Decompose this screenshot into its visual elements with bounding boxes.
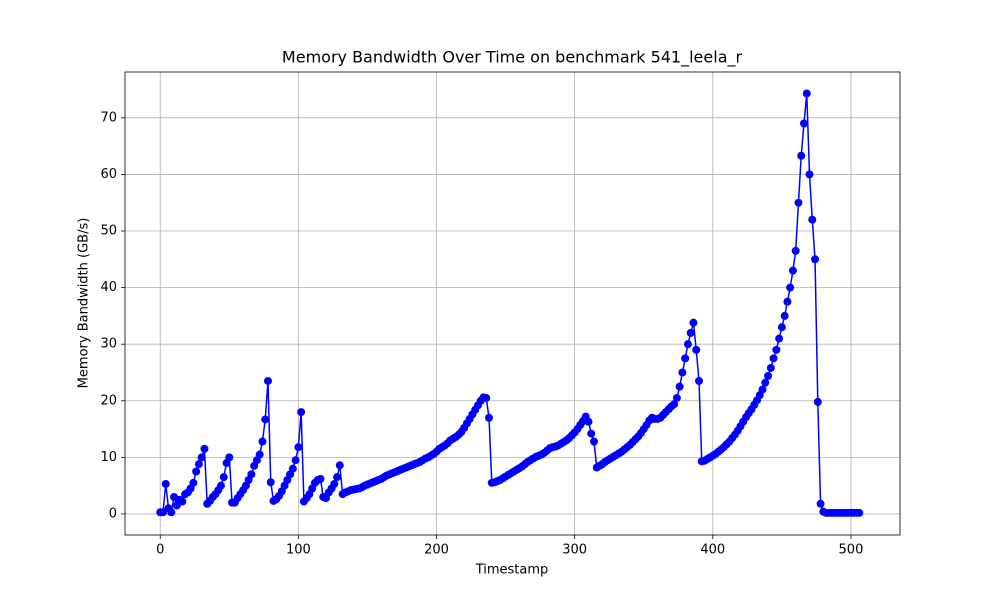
data-point <box>689 318 698 327</box>
x-tick-label: 500 <box>839 543 864 558</box>
data-point <box>587 429 596 438</box>
data-point <box>197 453 206 462</box>
data-point <box>263 376 272 385</box>
data-point <box>225 453 234 462</box>
data-point <box>855 508 864 517</box>
y-tick-label: 70 <box>100 110 117 125</box>
data-point <box>786 283 795 292</box>
y-tick-label: 20 <box>100 393 117 408</box>
data-point <box>194 460 203 469</box>
data-point <box>808 215 817 224</box>
data-point <box>775 334 784 343</box>
data-point <box>294 443 303 452</box>
data-point <box>219 473 228 482</box>
data-point <box>772 345 781 354</box>
data-point <box>670 400 679 409</box>
data-point <box>584 417 593 426</box>
data-point <box>261 415 270 424</box>
data-point <box>694 376 703 385</box>
data-point <box>335 461 344 470</box>
data-point <box>816 499 825 508</box>
data-point <box>200 444 209 453</box>
x-axis-label: Timestamp <box>475 563 549 578</box>
data-point <box>783 297 792 306</box>
data-point <box>485 413 494 422</box>
data-point <box>692 345 701 354</box>
data-point <box>788 266 797 275</box>
data-point <box>333 473 342 482</box>
x-tick-label: 100 <box>286 543 311 558</box>
data-point <box>266 478 275 487</box>
data-point <box>769 354 778 363</box>
data-point <box>764 371 773 380</box>
x-tick-label: 400 <box>700 543 725 558</box>
data-point <box>799 119 808 128</box>
x-tick-label: 200 <box>424 543 449 558</box>
y-tick-label: 50 <box>100 224 117 239</box>
data-point <box>247 470 256 479</box>
y-tick-label: 60 <box>100 167 117 182</box>
data-point <box>258 437 267 446</box>
data-point <box>758 385 767 394</box>
axes-frame <box>124 71 901 536</box>
data-point <box>255 450 264 459</box>
data-point <box>192 467 201 476</box>
data-point <box>780 311 789 320</box>
y-tick-label: 10 <box>100 450 117 465</box>
data-point <box>167 508 176 517</box>
y-tick-label: 40 <box>100 280 117 295</box>
data-point <box>777 323 786 332</box>
chart-title: Memory Bandwidth Over Time on benchmark … <box>282 48 743 68</box>
data-point <box>675 382 684 391</box>
data-point <box>482 393 491 402</box>
x-tick-label: 0 <box>156 543 164 558</box>
data-point <box>189 478 198 487</box>
data-point <box>766 363 775 372</box>
data-point <box>761 378 770 387</box>
data-point <box>802 89 811 98</box>
data-point <box>672 393 681 402</box>
data-point <box>288 464 297 473</box>
x-tick-label: 300 <box>562 543 587 558</box>
data-point <box>797 151 806 160</box>
data-point <box>813 397 822 406</box>
y-axis-label: Memory Bandwidth (GB/s) <box>77 218 92 389</box>
data-point <box>686 328 695 337</box>
plot-area: 0 100 200 300 400 500 0 10 20 30 40 50 60 70 <box>100 72 900 558</box>
data-point <box>590 437 599 446</box>
data-point <box>330 479 339 488</box>
data-point <box>316 474 325 483</box>
y-tick-label: 30 <box>100 337 117 352</box>
data-point <box>794 198 803 207</box>
data-point <box>805 170 814 179</box>
data-point <box>178 497 187 506</box>
data-point <box>791 246 800 255</box>
data-point <box>811 255 820 264</box>
data-point <box>678 368 687 377</box>
data-point <box>291 456 300 465</box>
data-point <box>683 340 692 349</box>
data-point <box>161 479 170 488</box>
data-point <box>217 481 226 490</box>
y-tick-label: 0 <box>109 506 117 521</box>
data-point <box>681 354 690 363</box>
data-point <box>297 408 306 417</box>
data-line <box>160 93 860 515</box>
data-point <box>158 508 167 517</box>
